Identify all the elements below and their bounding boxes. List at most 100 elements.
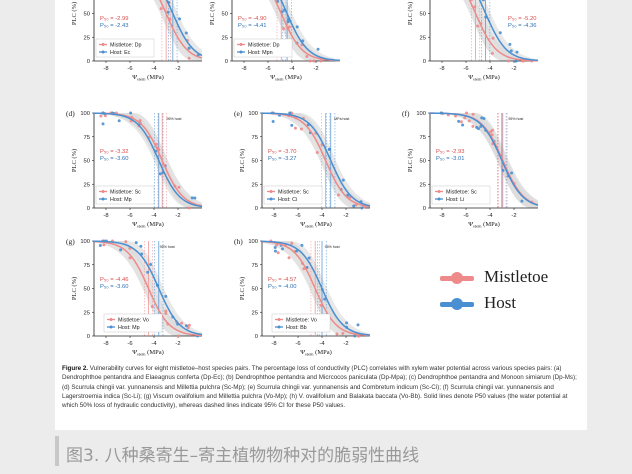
data-point-mistletoe	[187, 323, 191, 327]
vulnerability-panel-e: 0 25 50 75 100 -8 -6 -4 -2 PLC (%) Ψstem (MPa) (e) M…	[228, 105, 398, 230]
x-tick-label: -4	[487, 213, 493, 219]
p50-value-host: P₅₀ = -4.41	[238, 23, 266, 29]
x-tick-label: -2	[313, 66, 318, 72]
panel-legend-box	[95, 185, 155, 205]
p50-value-host: P₅₀ = -3.60	[100, 284, 128, 290]
panel-svg-g: 0 25 50 75 100 -8 -6 -4 -2 PLC (%) Ψstem (MPa) (g) 9…	[66, 237, 203, 357]
y-tick-label: 75	[420, 135, 426, 141]
data-point-mistletoe	[315, 150, 319, 154]
ci-label: 95% host	[325, 245, 340, 249]
data-point-mistletoe	[506, 59, 510, 63]
y-tick-label: 25	[420, 182, 426, 188]
y-tick-label: 25	[84, 310, 90, 316]
data-point-host	[353, 334, 357, 338]
data-point-mistletoe	[473, 5, 477, 9]
data-point-mistletoe	[312, 59, 316, 63]
data-point-host	[515, 50, 519, 54]
x-tick-label: -8	[271, 341, 276, 347]
data-point-host	[101, 122, 105, 126]
data-point-host	[509, 49, 513, 53]
data-point-mistletoe	[187, 206, 191, 210]
panel-legend-mistletoe: Mistletoe: Sc	[278, 190, 309, 196]
x-tick-label: -4	[319, 341, 325, 347]
ci-band-host	[161, 0, 202, 61]
panel-legend-dot-host	[101, 50, 105, 54]
panel-svg-f: 0 25 50 75 100 -8 -6 -4 -2 PLC (%) Ψstem (MPa) (f) 9…	[402, 109, 539, 229]
ci-band-mistletoe	[262, 241, 370, 336]
data-point-mistletoe	[305, 55, 309, 59]
x-tick-label: -8	[271, 213, 276, 219]
y-tick-label: 25	[222, 35, 228, 41]
data-point-host	[508, 42, 512, 46]
data-point-host	[288, 111, 292, 115]
data-point-mistletoe	[471, 112, 475, 116]
ci-band-host	[275, 0, 340, 61]
y-tick-label: 50	[84, 159, 90, 165]
data-point-mistletoe	[308, 59, 312, 63]
data-point-host	[356, 323, 360, 327]
x-tick-label: -4	[151, 66, 157, 72]
y-tick-label: 0	[423, 206, 426, 212]
data-point-mistletoe	[465, 111, 469, 115]
x-axis-label: Ψstem (MPa)	[468, 74, 500, 82]
data-point-mistletoe	[459, 120, 463, 124]
data-point-host	[117, 119, 121, 123]
figure-sheet	[55, 0, 587, 430]
y-axis-label: PLC (%)	[71, 149, 78, 172]
x-axis-label: Ψstem (MPa)	[300, 349, 332, 357]
x-axis-label: Ψstem (MPa)	[132, 349, 164, 357]
panel-legend-host: Host: Ci	[278, 197, 297, 203]
x-tick-label: -4	[487, 66, 493, 72]
y-tick-label: 50	[222, 12, 228, 18]
x-tick-label: -6	[127, 341, 132, 347]
p50-value-host: P₅₀ = -3.27	[268, 156, 296, 162]
fit-curve-host	[165, 0, 203, 57]
panel-svg-h: 0 25 50 75 100 -8 -6 -4 -2 PLC (%) Ψstem (MPa) (h) 9…	[234, 237, 371, 357]
data-point-mistletoe	[467, 119, 471, 123]
y-tick-label: 0	[225, 59, 228, 65]
panel-legend-mistletoe: Mistletoe: Sc	[110, 190, 141, 196]
panel-legend-host: Host: Mpn	[248, 50, 273, 56]
panel-legend-mistletoe: Mistletoe: Dp	[248, 43, 279, 49]
data-point-mistletoe	[489, 130, 493, 134]
data-point-mistletoe	[138, 119, 142, 123]
ci-band-host	[94, 113, 202, 208]
y-tick-label: 0	[87, 59, 90, 65]
data-point-host	[481, 0, 485, 2]
x-axis-label: Ψstem (MPa)	[468, 221, 500, 229]
data-point-mistletoe	[293, 126, 297, 130]
y-tick-label: 50	[84, 12, 90, 18]
panel-legend-dot-mistletoe	[437, 190, 441, 193]
y-tick-label: 25	[252, 182, 258, 188]
data-point-mistletoe	[177, 334, 181, 338]
data-point-mistletoe	[490, 51, 494, 55]
x-tick-label: -2	[511, 213, 516, 219]
data-point-host	[271, 119, 275, 123]
x-tick-label: -6	[295, 213, 300, 219]
panel-legend-dot-mistletoe	[101, 190, 105, 193]
y-tick-label: 25	[252, 310, 258, 316]
fit-curve-host	[280, 0, 341, 62]
fit-curve-mistletoe	[93, 240, 203, 337]
data-point-host	[286, 20, 290, 24]
data-point-mistletoe	[454, 114, 458, 118]
data-point-mistletoe	[103, 114, 107, 118]
panel-legend-host: Host: Ec	[110, 50, 131, 56]
panel-legend-dot-host	[239, 50, 243, 54]
data-point-host	[520, 199, 524, 203]
y-tick-label: 0	[423, 59, 426, 65]
panel-letter: (e)	[234, 109, 243, 118]
panel-legend-dot-host	[277, 325, 281, 329]
data-point-mistletoe	[470, 0, 473, 2]
y-tick-label: 0	[255, 206, 258, 212]
x-tick-label: -4	[319, 213, 325, 219]
x-tick-label: -2	[175, 66, 180, 72]
panel-legend-box	[431, 185, 491, 205]
data-point-mistletoe	[180, 321, 184, 325]
x-tick-label: -4	[289, 66, 295, 72]
x-axis-label: Ψstem (MPa)	[132, 74, 164, 82]
y-axis-label: PLC (%)	[239, 149, 246, 172]
data-point-host	[323, 297, 327, 301]
